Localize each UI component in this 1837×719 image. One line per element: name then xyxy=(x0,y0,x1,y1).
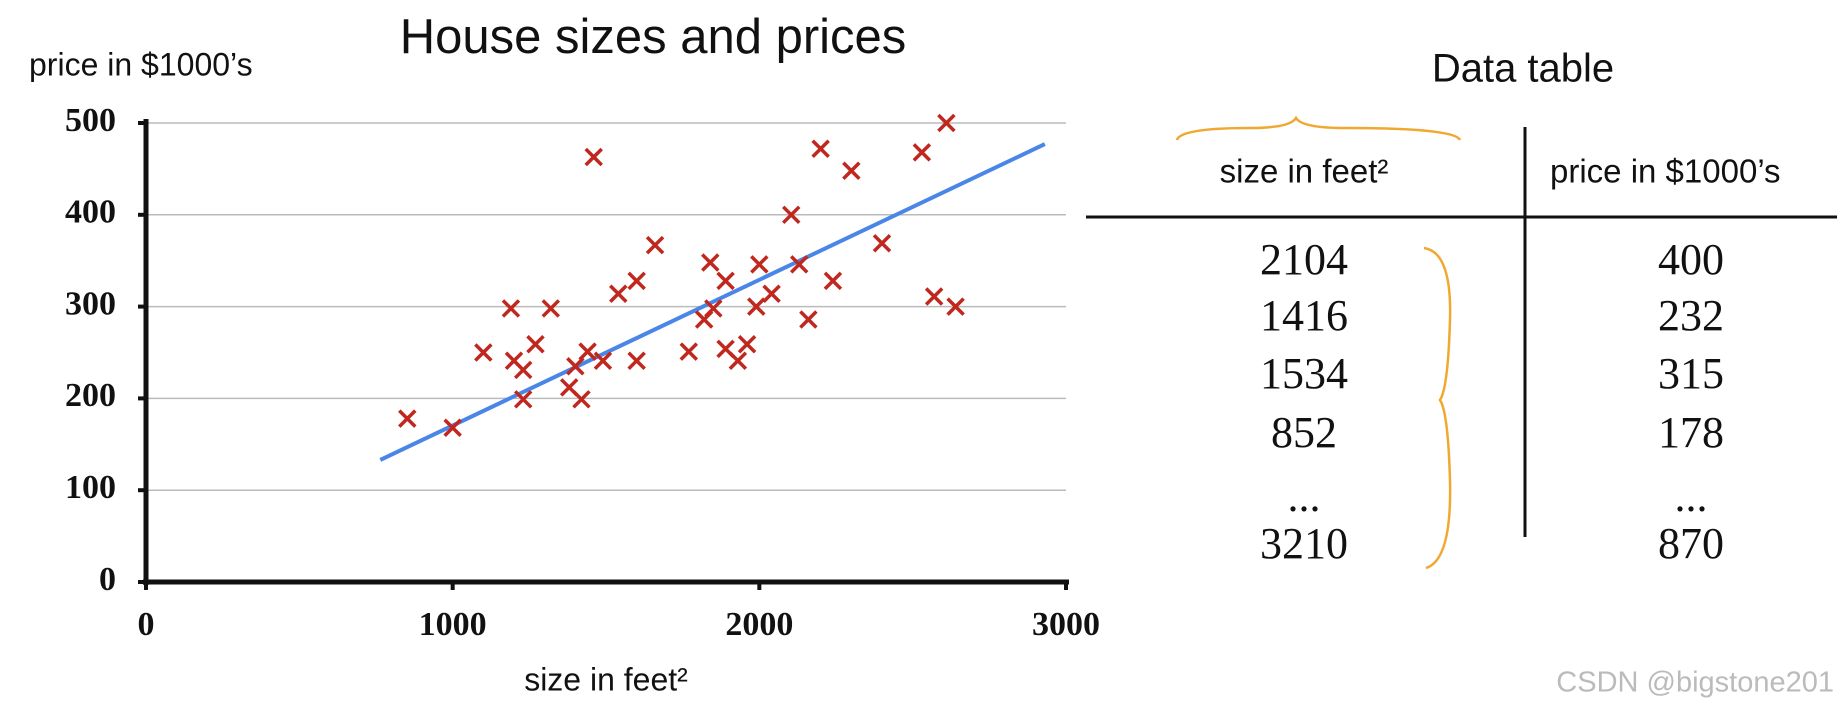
y-axis-label: price in $1000’s xyxy=(29,46,253,82)
fit-line xyxy=(379,142,1046,462)
data-point xyxy=(924,287,944,306)
x-tick-label: 2000 xyxy=(725,606,793,643)
table-cell: 178 xyxy=(1658,408,1724,457)
table-header: size in feet² xyxy=(1220,153,1389,190)
data-point xyxy=(937,113,956,133)
table-cell: 400 xyxy=(1658,235,1724,284)
data-point xyxy=(541,299,561,318)
data-point xyxy=(823,271,843,291)
data-point xyxy=(811,139,830,158)
table-cell: ... xyxy=(1288,472,1321,521)
data-point xyxy=(578,342,597,361)
data-point xyxy=(737,335,757,354)
data-point xyxy=(762,284,781,303)
table-cell: 852 xyxy=(1271,408,1337,457)
y-tick-label: 100 xyxy=(65,469,116,506)
table-cell: 1534 xyxy=(1260,349,1348,398)
data-point xyxy=(593,351,613,370)
table-cell: 3210 xyxy=(1260,519,1348,568)
data-point xyxy=(716,271,735,291)
data-point xyxy=(946,297,965,316)
data-point xyxy=(627,351,646,370)
data-point xyxy=(572,390,591,409)
data-point xyxy=(474,343,493,362)
x-tick-label: 3000 xyxy=(1032,606,1100,643)
table-cell: 232 xyxy=(1658,291,1724,340)
data-point xyxy=(679,342,699,361)
brace-top xyxy=(1175,115,1462,141)
y-tick-label: 400 xyxy=(65,194,116,231)
data-point xyxy=(781,205,801,225)
watermark: CSDN @bigstone201 xyxy=(1556,667,1834,699)
y-tick-label: 500 xyxy=(65,102,116,139)
data-point xyxy=(526,335,545,354)
table-cell: ... xyxy=(1675,472,1708,521)
data-point xyxy=(912,143,932,162)
table-cell: 1416 xyxy=(1260,291,1348,340)
data-point xyxy=(842,161,861,180)
data-point xyxy=(609,284,628,303)
data-point xyxy=(701,253,720,272)
table-cell: 870 xyxy=(1658,519,1724,568)
data-point xyxy=(566,357,585,376)
data-point xyxy=(799,310,818,329)
data-point xyxy=(443,418,462,438)
brace-right xyxy=(1423,246,1452,570)
data-point xyxy=(627,271,646,291)
data-point xyxy=(584,147,603,167)
x-axis-label: size in feet² xyxy=(524,661,688,697)
data-point xyxy=(789,255,809,274)
data-point xyxy=(704,299,723,318)
data-point xyxy=(645,235,665,255)
chart-title: House sizes and prices xyxy=(400,10,907,64)
table-cell: 2104 xyxy=(1260,235,1348,284)
x-tick-label: 1000 xyxy=(419,606,487,643)
data-point xyxy=(728,351,748,370)
data-point xyxy=(750,255,769,274)
y-tick-label: 300 xyxy=(65,285,116,322)
table-cell: 315 xyxy=(1658,349,1724,398)
y-tick-label: 200 xyxy=(65,377,116,414)
y-tick-label: 0 xyxy=(99,561,116,598)
data-point xyxy=(747,297,766,316)
table-title: Data table xyxy=(1432,47,1614,91)
data-point xyxy=(501,299,521,318)
data-point xyxy=(398,409,417,428)
table-header: price in $1000’s xyxy=(1550,153,1781,190)
data-point xyxy=(872,234,892,253)
data-point xyxy=(513,360,533,380)
x-tick-label: 0 xyxy=(138,606,155,643)
data-point xyxy=(513,390,533,409)
